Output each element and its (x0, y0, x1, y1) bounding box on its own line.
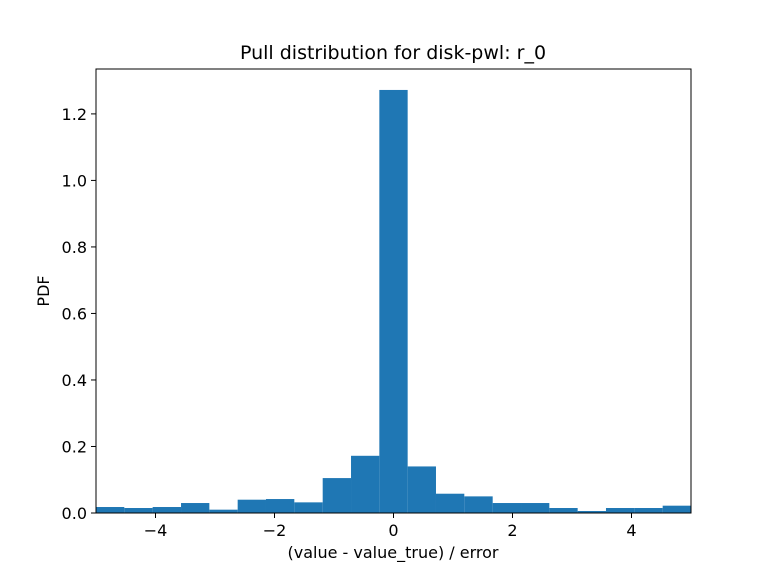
histogram-bar (464, 496, 493, 513)
histogram-bar (124, 508, 153, 513)
histogram-bar (407, 466, 436, 513)
histogram-bar (265, 499, 295, 513)
histogram-bar (322, 478, 352, 513)
histogram-bar (152, 507, 182, 513)
histogram-bar (492, 503, 522, 513)
y-tick-label: 0.6 (62, 304, 87, 323)
y-tick-label: 1.0 (62, 171, 87, 190)
x-tick-label: 2 (507, 521, 517, 540)
y-axis-ticks: 0.0 0.2 0.4 0.6 0.8 1.0 1.2 (62, 105, 96, 523)
bars-group (96, 89, 691, 513)
histogram-bar (662, 505, 691, 513)
histogram-bar (96, 507, 125, 513)
histogram-bar (351, 455, 380, 513)
histogram-bar (379, 89, 408, 513)
histogram-bar (435, 493, 465, 513)
histogram-bar (294, 502, 323, 513)
histogram-bar (209, 509, 238, 513)
y-tick-label: 0.0 (62, 504, 87, 523)
histogram-bar (549, 508, 578, 513)
y-tick-label: 0.2 (62, 437, 87, 456)
y-axis-label: PDF (34, 275, 53, 306)
y-tick-label: 0.4 (62, 371, 87, 390)
x-tick-label: −2 (263, 521, 287, 540)
x-axis-label: (value - value_true) / error (288, 543, 499, 563)
plot-frame (95, 68, 692, 514)
x-tick-label: 0 (388, 521, 398, 540)
histogram-bar (577, 511, 606, 513)
histogram-bar (181, 503, 210, 513)
x-tick-label: −4 (144, 521, 168, 540)
y-tick-label: 0.8 (62, 238, 87, 257)
x-axis-ticks: −4 −2 0 2 4 (144, 513, 637, 540)
x-tick-label: 4 (626, 521, 636, 540)
histogram-bar (634, 508, 663, 513)
chart-title: Pull distribution for disk-pwl: r_0 (240, 42, 546, 64)
histogram-bar (605, 508, 635, 513)
y-tick-label: 1.2 (62, 105, 87, 124)
histogram-bar (521, 503, 550, 513)
histogram-bar (237, 499, 266, 513)
